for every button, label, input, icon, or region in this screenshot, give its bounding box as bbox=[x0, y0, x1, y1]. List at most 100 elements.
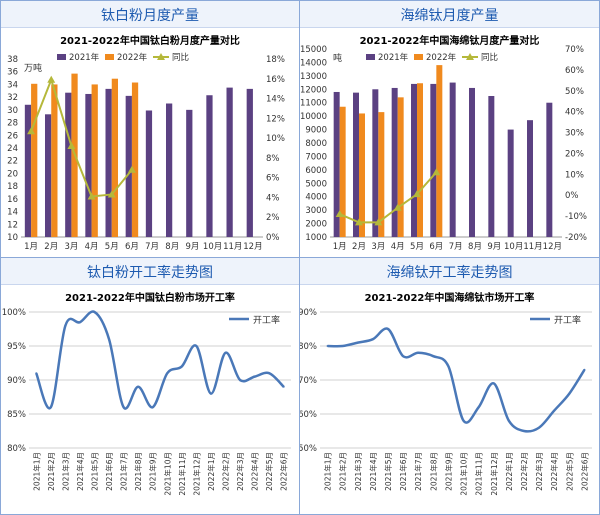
x-tick-label: 2021年6月 bbox=[398, 452, 408, 491]
x-tick-label: 9月 bbox=[185, 242, 199, 252]
y2-tick-label: 10% bbox=[565, 170, 584, 180]
x-tick-label: 7月 bbox=[145, 242, 159, 252]
bar-2021 bbox=[226, 87, 233, 237]
utilization-point bbox=[326, 345, 329, 347]
utilization-point bbox=[282, 385, 285, 388]
x-tick-label: 2021年2月 bbox=[46, 452, 56, 491]
legend-label-2021: 2021年 bbox=[69, 52, 100, 63]
x-tick-label: 12月 bbox=[243, 242, 262, 252]
y-tick-label: 30 bbox=[7, 106, 18, 116]
panel-header bbox=[1, 1, 299, 28]
chart-titanium-sponge-utilization: 2021-2022年中国海绵钛市场开工率 50% 60% 70% 80% 90% 2021年… bbox=[300, 291, 592, 496]
x-tick-label: 2021年11月 bbox=[474, 452, 484, 496]
y2-tick-label: 30% bbox=[565, 129, 584, 139]
x-tick-label: 2022年6月 bbox=[579, 452, 589, 491]
x-tick-label: 6月 bbox=[429, 242, 443, 252]
utilization-point bbox=[523, 430, 525, 432]
x-tick-label: 2022年5月 bbox=[264, 452, 274, 491]
y-tick-label: 13000 bbox=[300, 72, 327, 82]
yoy-point bbox=[355, 218, 363, 226]
panel-title: 钛白粉月度产量 bbox=[101, 8, 199, 24]
x-tick-label: 2021年8月 bbox=[428, 452, 438, 491]
y2-tick-label: 16% bbox=[266, 75, 285, 85]
x-tick-label: 10月 bbox=[504, 242, 523, 252]
y-tick-label: 36 bbox=[7, 68, 18, 78]
panel-titanium-dioxide-utilization: 钛白粉开工率走势图 2021-2022年中国钛白粉市场开工率 80% 85% 90% 9… bbox=[0, 257, 300, 515]
y2-tick-label: 4% bbox=[266, 193, 280, 203]
utilization-point bbox=[137, 385, 140, 388]
bar-2022 bbox=[436, 65, 443, 237]
bar-2021 bbox=[105, 88, 112, 237]
bar-2022 bbox=[131, 82, 139, 237]
y-tick-label: 5000 bbox=[305, 179, 327, 189]
y-tick-label: 95% bbox=[7, 342, 26, 352]
bar-2021 bbox=[246, 88, 253, 237]
y-tick-label: 4000 bbox=[305, 193, 327, 203]
utilization-point bbox=[568, 392, 571, 395]
x-tick-label: 3月 bbox=[64, 242, 78, 252]
x-tick-label: 2022年4月 bbox=[250, 452, 260, 491]
x-tick-label: 2021年1月 bbox=[31, 452, 41, 491]
y2-tick-label: 6% bbox=[266, 174, 280, 184]
y2-tick-label: 12% bbox=[266, 114, 285, 124]
x-tick-label: 8月 bbox=[165, 242, 179, 252]
bar-2021 bbox=[206, 95, 213, 237]
utilization-point bbox=[462, 419, 465, 422]
x-tick-label: 2021年5月 bbox=[383, 452, 393, 491]
utilization-point bbox=[341, 345, 344, 347]
x-tick-label: 2022年6月 bbox=[279, 452, 289, 491]
yoy-point bbox=[67, 142, 76, 150]
chart-title: 2021-2022年中国钛白粉市场开工率 bbox=[65, 291, 235, 304]
yoy-point bbox=[27, 127, 36, 135]
yoy-point bbox=[47, 75, 56, 83]
bar-2021 bbox=[165, 103, 173, 237]
y-tick-label: 90% bbox=[7, 376, 26, 386]
y-tick-label: 60% bbox=[300, 410, 317, 420]
yoy-point bbox=[432, 168, 441, 176]
panel-titanium-dioxide-output: 钛白粉月度产量 2021-2022年中国钛白粉月度产量对比 万吨 10 12 14 16 1… bbox=[0, 0, 300, 258]
y2-tick-label: 0% bbox=[565, 191, 579, 201]
x-tick-label: 2021年9月 bbox=[148, 452, 158, 491]
y-tick-label: 50% bbox=[300, 444, 317, 454]
x-tick-label: 2021年4月 bbox=[75, 452, 85, 491]
bar-2021 bbox=[125, 95, 132, 237]
x-tick-label: 1月 bbox=[24, 242, 38, 252]
bar-2022 bbox=[397, 97, 404, 237]
y-axis-unit-label: 万吨 bbox=[24, 62, 42, 74]
utilization-point bbox=[93, 311, 96, 313]
x-tick-label: 2021年9月 bbox=[443, 452, 453, 491]
bar-2021 bbox=[145, 110, 153, 237]
utilization-point bbox=[166, 372, 169, 375]
utilization-point bbox=[447, 365, 450, 368]
y-tick-label: 100% bbox=[2, 308, 26, 318]
y-tick-label: 22 bbox=[7, 157, 18, 167]
yoy-line bbox=[339, 171, 438, 224]
x-tick-label: 2021年5月 bbox=[90, 452, 100, 491]
y-tick-label: 38 bbox=[7, 55, 18, 65]
utilization-point bbox=[78, 321, 81, 324]
y-axis-unit-label: 吨 bbox=[333, 52, 342, 64]
utilization-point bbox=[387, 328, 389, 330]
bar-2021 bbox=[353, 92, 359, 238]
chart-title: 2021-2022年中国海绵钛月度产量对比 bbox=[360, 34, 540, 47]
bar-2022 bbox=[111, 78, 119, 237]
y-tick-label: 11000 bbox=[300, 99, 327, 109]
bar-2021 bbox=[85, 93, 92, 237]
x-tick-label: 2022年3月 bbox=[534, 452, 544, 491]
bar-2021 bbox=[469, 87, 475, 237]
x-tick-label: 2021年10月 bbox=[459, 452, 469, 496]
utilization-point bbox=[432, 355, 435, 358]
x-tick-label: 4月 bbox=[391, 242, 405, 252]
x-tick-label: 2021年10月 bbox=[162, 452, 172, 496]
panel-titanium-sponge-utilization: 海绵钛开工率走势图 2021-2022年中国海绵钛市场开工率 50% 60% 70% 8… bbox=[299, 257, 600, 515]
yoy-point bbox=[127, 165, 136, 173]
bar-2021 bbox=[333, 91, 340, 237]
utilization-point bbox=[253, 375, 256, 378]
y-tick-label: 32 bbox=[7, 93, 18, 103]
bar-2022 bbox=[91, 84, 98, 237]
utilization-point bbox=[417, 351, 420, 354]
utilization-point bbox=[371, 338, 374, 341]
utilization-point bbox=[64, 324, 67, 327]
